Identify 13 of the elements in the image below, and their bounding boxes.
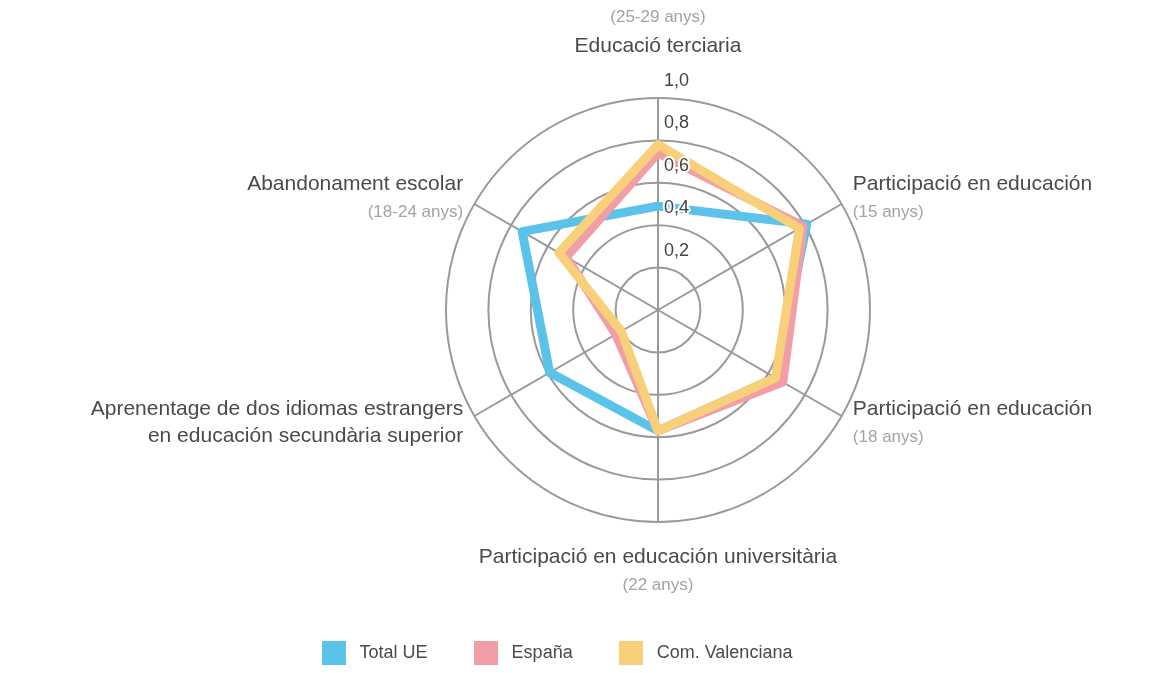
spoke-label: Aprenentage de dos idiomas estrangers en educación secundària superior (90, 396, 464, 446)
spoke-label: (25-29 anys) Educació terciaria (574, 7, 742, 56)
y-tick-label: 1,0 (664, 70, 690, 90)
y-tick-label: 0,8 (664, 112, 690, 133)
legend-label: España (511, 641, 573, 662)
spoke-label: Participació en educación universitària (22 anys) (478, 544, 838, 594)
y-tick-label: 0,6 (664, 154, 690, 175)
legend-label: Total UE (359, 641, 428, 662)
spoke-label: Abandonament escolar (18-24 anys) (247, 171, 464, 221)
legend-label: Com. Valenciana (656, 641, 793, 662)
spoke-label: Participació en educación (18 anys) (852, 396, 1093, 446)
y-tick-label: 0,2 (664, 239, 690, 260)
spoke-label: Participació en educación (15 anys) (852, 171, 1093, 221)
